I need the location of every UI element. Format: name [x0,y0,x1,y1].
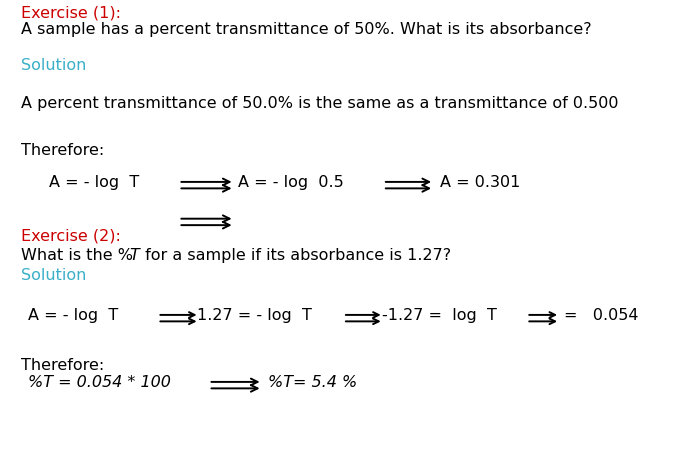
Text: A = - log  T: A = - log T [49,175,139,190]
Text: =   0.054: = 0.054 [564,308,638,323]
Text: Exercise (1):: Exercise (1): [21,6,121,21]
Text: Therefore:: Therefore: [21,358,104,373]
Text: Solution: Solution [21,268,86,283]
Text: A = - log  T: A = - log T [28,308,118,323]
Text: A sample has a percent transmittance of 50%. What is its absorbance?: A sample has a percent transmittance of … [21,22,592,37]
Text: Therefore:: Therefore: [21,143,104,158]
Text: -1.27 =  log  T: -1.27 = log T [382,308,496,323]
Text: %T = 0.054 * 100: %T = 0.054 * 100 [28,375,171,390]
Text: A percent transmittance of 50.0% is the same as a transmittance of 0.500: A percent transmittance of 50.0% is the … [21,96,619,111]
Text: 1.27 = - log  T: 1.27 = - log T [197,308,312,323]
Text: What is the %: What is the % [21,248,133,263]
Text: Exercise (2):: Exercise (2): [21,228,121,243]
Text: Solution: Solution [21,58,86,73]
Text: A = 0.301: A = 0.301 [440,175,520,190]
Text: for a sample if its absorbance is 1.27?: for a sample if its absorbance is 1.27? [140,248,451,263]
Text: %T= 5.4 %: %T= 5.4 % [268,375,358,390]
Text: T: T [130,248,139,263]
Text: A = - log  0.5: A = - log 0.5 [238,175,344,190]
